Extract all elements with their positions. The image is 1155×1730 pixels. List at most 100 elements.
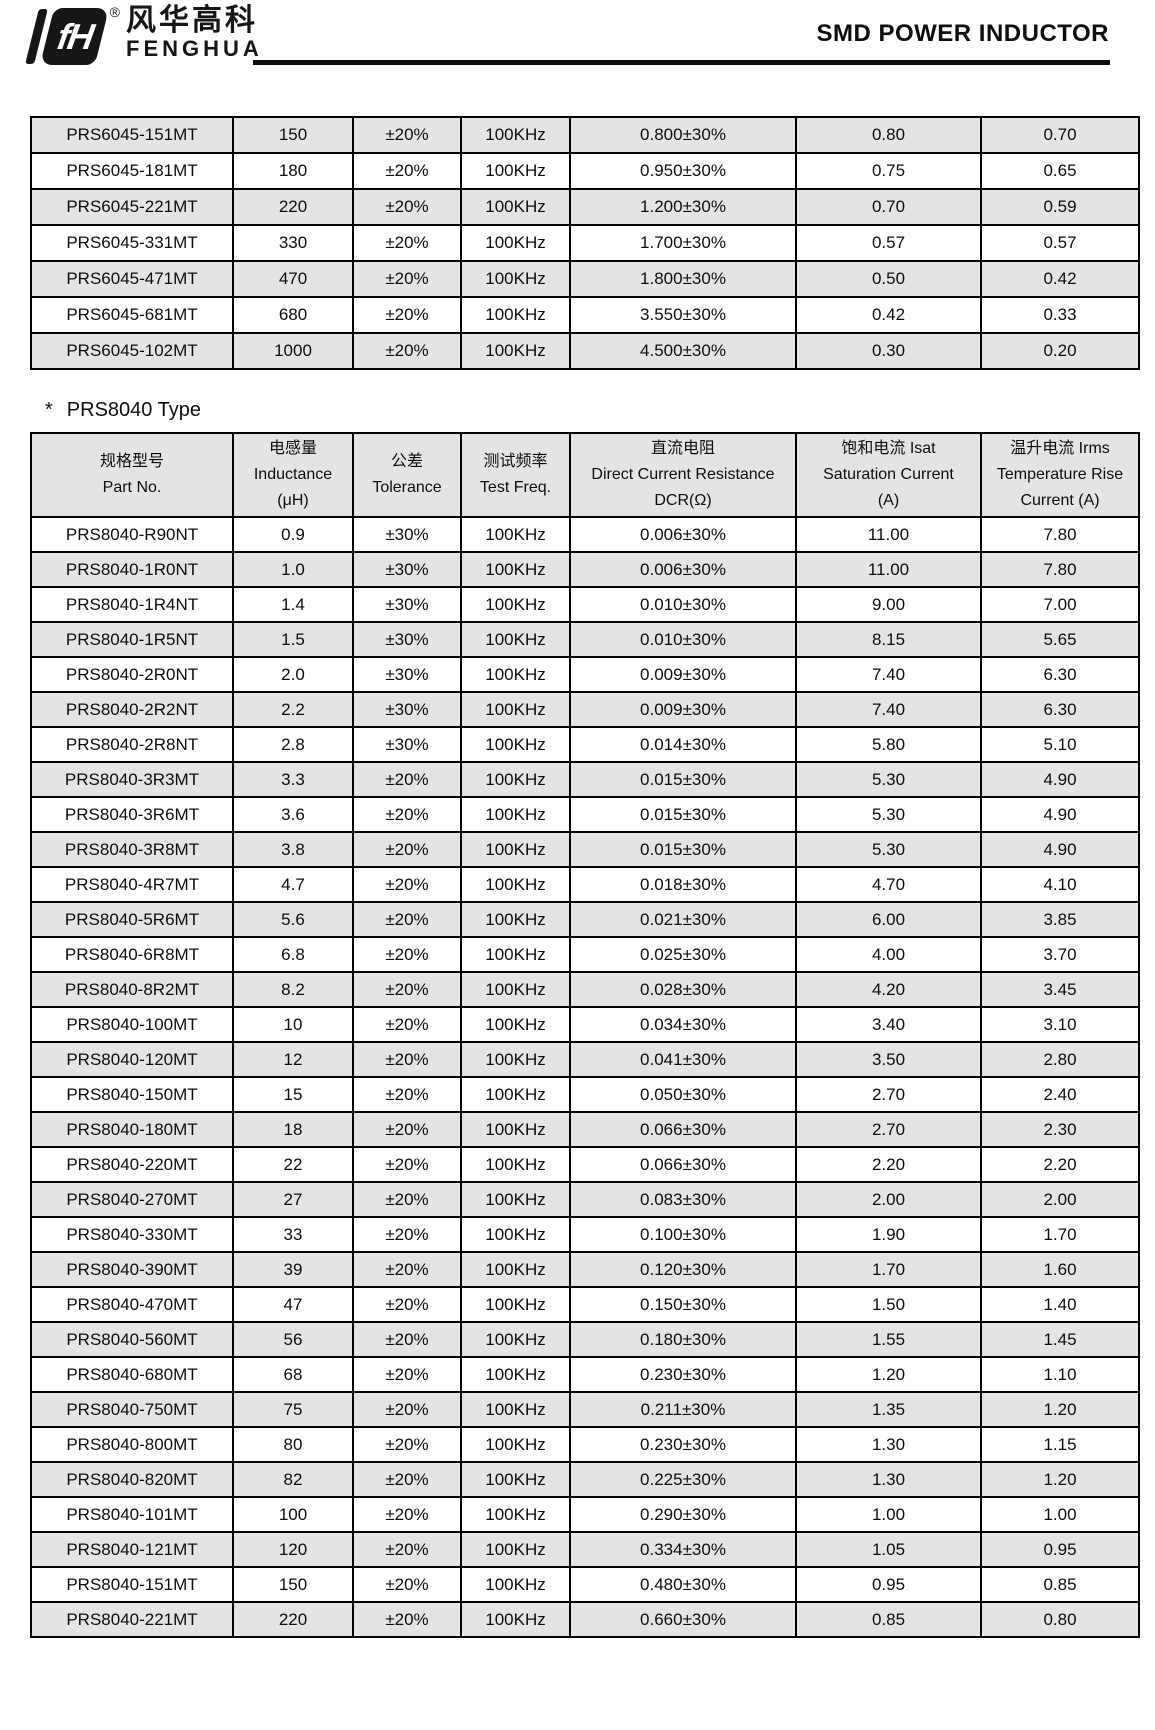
table-cell: 120 xyxy=(232,1531,354,1568)
table-cell: ±20% xyxy=(352,1356,462,1393)
column-header-inductance: 电感量 Inductance (μH) xyxy=(232,432,354,518)
table-cell: 0.42 xyxy=(795,296,982,334)
table-cell: ±20% xyxy=(352,761,462,798)
table-cell: 5.30 xyxy=(795,761,982,798)
table-cell: 0.009±30% xyxy=(569,691,797,728)
table-row: PRS8040-1R4NT 1.4 ±30% 100KHz 0.010±30% 9.00 7… xyxy=(30,586,1140,623)
table-cell: 0.95 xyxy=(980,1531,1140,1568)
table-cell: 0.9 xyxy=(232,516,354,553)
table-cell: 2.8 xyxy=(232,726,354,763)
table-cell: ±20% xyxy=(352,1076,462,1113)
table-cell: ±30% xyxy=(352,726,462,763)
table-cell: 220 xyxy=(232,1601,354,1638)
table-cell: ±20% xyxy=(352,1461,462,1498)
table-cell: ±20% xyxy=(352,831,462,868)
table-cell: 0.225±30% xyxy=(569,1461,797,1498)
part-no-cell: PRS8040-121MT xyxy=(30,1531,234,1568)
table-cell: ±20% xyxy=(352,936,462,973)
table-cell: 5.30 xyxy=(795,796,982,833)
part-no-cell: PRS8040-180MT xyxy=(30,1111,234,1148)
table-cell: ±30% xyxy=(352,551,462,588)
table-cell: 2.2 xyxy=(232,691,354,728)
table-cell: 100KHz xyxy=(460,332,571,370)
table-row: PRS6045-471MT 470 ±20% 100KHz 1.800±30% 0.50 0… xyxy=(30,260,1140,298)
table-cell: ±20% xyxy=(352,1146,462,1183)
table-cell: 4.10 xyxy=(980,866,1140,903)
part-no-cell: PRS8040-2R0NT xyxy=(30,656,234,693)
table-cell: 0.066±30% xyxy=(569,1146,797,1183)
table-row: PRS8040-100MT 10 ±20% 100KHz 0.034±30% 3.40 3.… xyxy=(30,1006,1140,1043)
table-cell: 0.480±30% xyxy=(569,1566,797,1603)
table-cell: 0.120±30% xyxy=(569,1251,797,1288)
part-no-cell: PRS8040-101MT xyxy=(30,1496,234,1533)
table-cell: 100KHz xyxy=(460,1216,571,1253)
table-cell: 0.041±30% xyxy=(569,1041,797,1078)
table-row: PRS8040-220MT 22 ±20% 100KHz 0.066±30% 2.20 2.… xyxy=(30,1146,1140,1183)
table-row: PRS8040-101MT 100 ±20% 100KHz 0.290±30% 1.00 1… xyxy=(30,1496,1140,1533)
table-cell: 100KHz xyxy=(460,1496,571,1533)
table-cell: 100KHz xyxy=(460,1356,571,1393)
table-cell: ±20% xyxy=(352,1286,462,1323)
table-cell: 100KHz xyxy=(460,761,571,798)
table-cell: ±30% xyxy=(352,656,462,693)
logo-fh-monogram: fH xyxy=(54,15,95,57)
table-cell: 39 xyxy=(232,1251,354,1288)
table-cell: 100KHz xyxy=(460,116,571,154)
table-cell: 0.75 xyxy=(795,152,982,190)
table-cell: 1.30 xyxy=(795,1426,982,1463)
part-no-cell: PRS8040-R90NT xyxy=(30,516,234,553)
table-cell: ±20% xyxy=(352,1006,462,1043)
table-cell: ±20% xyxy=(352,152,462,190)
table-cell: 100KHz xyxy=(460,188,571,226)
part-no-cell: PRS6045-102MT xyxy=(30,332,234,370)
table-cell: 100KHz xyxy=(460,551,571,588)
table-cell: 330 xyxy=(232,224,354,262)
table-cell: ±30% xyxy=(352,586,462,623)
part-no-cell: PRS8040-8R2MT xyxy=(30,971,234,1008)
column-header-part-no: 规格型号 Part No. xyxy=(30,432,234,518)
table-cell: 150 xyxy=(232,116,354,154)
table-cell: 1.20 xyxy=(980,1461,1140,1498)
table-cell: 100KHz xyxy=(460,1566,571,1603)
table-cell: 0.006±30% xyxy=(569,516,797,553)
table-cell: 100 xyxy=(232,1496,354,1533)
table-cell: 8.15 xyxy=(795,621,982,658)
table-cell: 11.00 xyxy=(795,551,982,588)
part-no-cell: PRS6045-471MT xyxy=(30,260,234,298)
part-no-cell: PRS8040-120MT xyxy=(30,1041,234,1078)
table-cell: 27 xyxy=(232,1181,354,1218)
table-cell: 100KHz xyxy=(460,224,571,262)
table-cell: 0.660±30% xyxy=(569,1601,797,1638)
table-cell: 0.010±30% xyxy=(569,586,797,623)
table-cell: 220 xyxy=(232,188,354,226)
table-cell: 80 xyxy=(232,1426,354,1463)
table-cell: 100KHz xyxy=(460,152,571,190)
header-divider-line xyxy=(253,60,1110,65)
table-cell: 0.025±30% xyxy=(569,936,797,973)
table-cell: ±20% xyxy=(352,866,462,903)
table-cell: ±20% xyxy=(352,971,462,1008)
table-cell: 2.20 xyxy=(980,1146,1140,1183)
table-cell: 0.015±30% xyxy=(569,796,797,833)
table-cell: 100KHz xyxy=(460,586,571,623)
table-cell: 5.65 xyxy=(980,621,1140,658)
table-cell: 6.8 xyxy=(232,936,354,973)
table-cell: 470 xyxy=(232,260,354,298)
brand-logo: fH ® 风华高科 FENGHUA xyxy=(25,4,263,66)
table-row: PRS8040-2R0NT 2.0 ±30% 100KHz 0.009±30% 7.40 6… xyxy=(30,656,1140,693)
table-row: PRS8040-8R2MT 8.2 ±20% 100KHz 0.028±30% 4.20 3… xyxy=(30,971,1140,1008)
table-cell: 100KHz xyxy=(460,901,571,938)
table-cell: 1.35 xyxy=(795,1391,982,1428)
table-cell: 0.230±30% xyxy=(569,1356,797,1393)
table-cell: ±20% xyxy=(352,1601,462,1638)
table-cell: 0.150±30% xyxy=(569,1286,797,1323)
table-cell: 0.70 xyxy=(980,116,1140,154)
table-cell: 0.33 xyxy=(980,296,1140,334)
table-cell: 12 xyxy=(232,1041,354,1078)
logo-mark-body: fH xyxy=(39,8,110,65)
table-cell: 0.57 xyxy=(980,224,1140,262)
table-cell: 4.7 xyxy=(232,866,354,903)
part-no-cell: PRS6045-221MT xyxy=(30,188,234,226)
table-cell: 0.334±30% xyxy=(569,1531,797,1568)
table-cell: ±20% xyxy=(352,260,462,298)
